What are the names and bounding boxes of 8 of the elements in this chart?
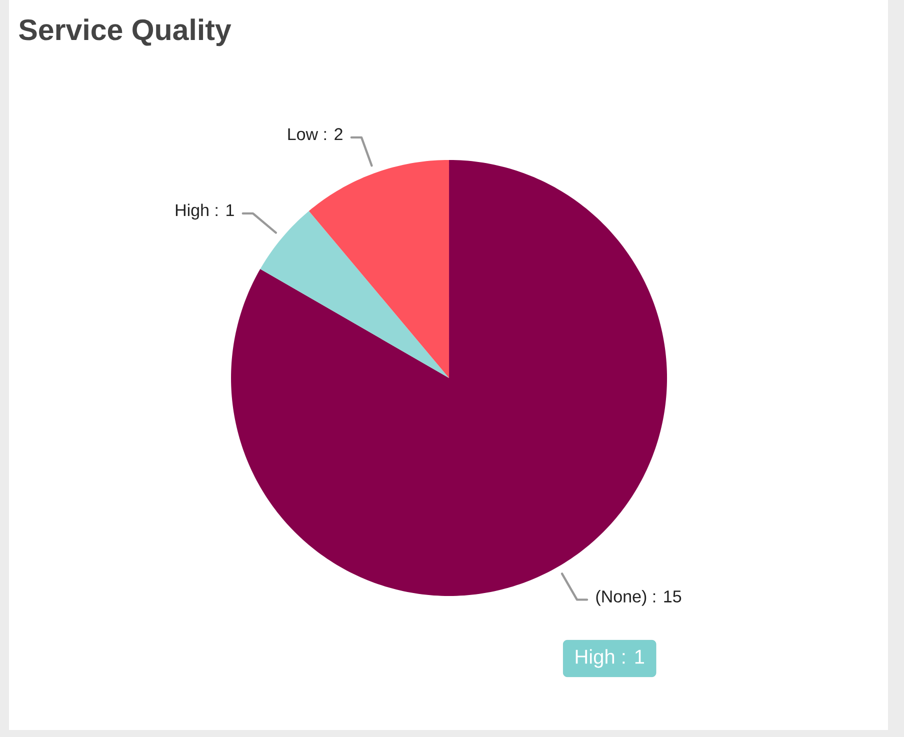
slice-label: High: [176, 204, 208, 220]
data-label: : 1: [216, 204, 234, 216]
slice-label: (None): [596, 590, 646, 606]
text: High : 1: [576, 649, 644, 668]
slice-label: Low: [288, 128, 318, 140]
chart-title: Service Quality: [19, 18, 232, 46]
data-label: : 15: [653, 590, 682, 602]
data-label: : 2: [324, 128, 342, 140]
